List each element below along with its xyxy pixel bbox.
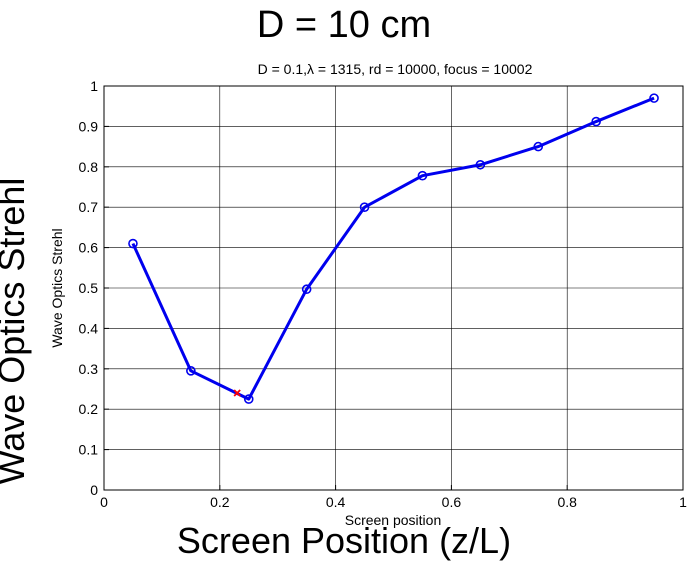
data-point <box>417 170 428 181</box>
grid <box>104 86 683 490</box>
data-point <box>475 159 486 170</box>
data-point <box>243 394 254 404</box>
y-tick-label: 0.4 <box>79 320 99 336</box>
y-tick-label: 0.2 <box>79 401 99 417</box>
y-tick-label: 0.5 <box>79 280 99 296</box>
x-tick-label: 0.2 <box>210 494 230 510</box>
data-point <box>186 366 196 376</box>
x-tick-label: 0 <box>100 494 108 510</box>
y-tick-label: 0.7 <box>79 199 99 215</box>
data-point <box>649 93 659 103</box>
chart-title: D = 10 cm <box>256 4 432 46</box>
y-tick-label: 0.3 <box>79 361 99 377</box>
x-tick-label: 0.6 <box>442 494 462 510</box>
inner-y-axis-label: Wave Optics Strehl <box>49 228 65 347</box>
inner-x-axis-label: Screen position <box>345 512 442 528</box>
x-axis-label: Screen Position (z/L) <box>176 520 512 561</box>
data-point <box>591 116 601 127</box>
y-tick-label: 0.9 <box>79 118 99 134</box>
x-tick-label: 1 <box>679 494 687 510</box>
highlight-x-marker <box>233 389 241 397</box>
axis-ticks: 0 0.2 0.4 0.6 0.8 1 0 0.1 0.2 0.3 0.4 0.5 0.6 0.7 0.8 0… <box>79 78 688 510</box>
y-tick-label: 0.8 <box>79 159 99 175</box>
data-point <box>301 284 312 295</box>
highlight-markers <box>233 389 241 397</box>
y-tick-label: 0.1 <box>79 442 99 458</box>
y-tick-label: 0 <box>90 482 98 498</box>
x-tick-label: 0.4 <box>326 494 346 510</box>
data-point <box>359 202 370 212</box>
series <box>128 93 659 404</box>
y-tick-label: 1 <box>90 78 98 94</box>
data-point <box>128 238 138 249</box>
x-tick-label: 0.8 <box>557 494 577 510</box>
series-line <box>131 96 655 401</box>
y-axis-label: Wave Optics Strehl <box>0 177 32 485</box>
data-point <box>533 141 544 152</box>
chart-subtitle: D = 0.1,λ = 1315, rd = 10000, focus = 10… <box>258 61 533 77</box>
y-tick-label: 0.6 <box>79 240 99 256</box>
